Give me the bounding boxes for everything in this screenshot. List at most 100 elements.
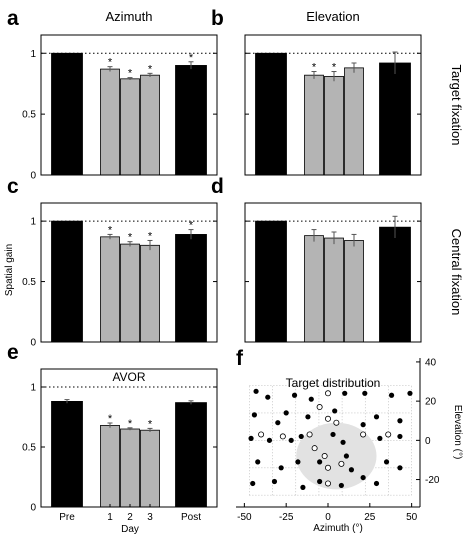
target-point-open — [311, 445, 318, 452]
significance-star: * — [108, 413, 113, 425]
y-tick-label: 0.5 — [22, 277, 36, 288]
y-tick-label: 0 — [30, 338, 36, 349]
target-point-filled — [338, 482, 344, 489]
bar — [304, 74, 324, 176]
target-point-open — [333, 419, 340, 426]
x-tick-label: 50 — [406, 512, 418, 523]
bar — [100, 68, 120, 176]
x-tick-label: 1 — [107, 512, 113, 523]
target-point-filled — [397, 465, 403, 471]
significance-star: * — [148, 418, 153, 430]
bar — [175, 65, 207, 176]
y-tick-label: 0 — [425, 436, 431, 447]
target-point-filled — [373, 414, 380, 420]
y-tick-label: 1 — [30, 217, 36, 228]
target-point-open — [360, 431, 367, 438]
bar — [51, 220, 83, 343]
y-tick-label: 0 — [30, 503, 36, 514]
panel-letter: a — [7, 7, 19, 30]
target-point-filled — [317, 459, 323, 465]
target-point-open — [324, 480, 331, 487]
panel-letter: b — [211, 7, 224, 30]
bar — [304, 235, 324, 343]
target-point-open — [324, 390, 331, 397]
target-point-filled — [348, 467, 355, 473]
target-point-filled — [397, 433, 403, 440]
significance-star: * — [128, 232, 133, 244]
row-title-target-fixation: Target fixation — [449, 65, 464, 146]
target-point-open — [385, 431, 392, 438]
target-point-open — [321, 453, 328, 460]
bar — [379, 226, 411, 343]
target-point-filled — [295, 459, 301, 465]
column-title-azimuth: Azimuth — [106, 9, 153, 24]
bar — [120, 78, 140, 176]
panel-frame — [244, 34, 422, 176]
bar — [255, 52, 287, 176]
bar — [51, 52, 83, 176]
target-point-open — [306, 431, 313, 438]
target-point-open — [316, 404, 323, 411]
target-point-filled — [250, 480, 256, 487]
x-axis-title: Day — [121, 524, 139, 535]
y-tick-label: 0 — [30, 171, 36, 182]
target-point-filled — [330, 431, 336, 438]
y-tick-label: 0.5 — [22, 110, 36, 121]
y-tick-label: 0.5 — [22, 443, 36, 454]
x-tick-label: -50 — [237, 512, 252, 523]
target-point-filled — [283, 410, 289, 416]
x-tick-label: 3 — [147, 512, 153, 523]
target-point-filled — [275, 420, 281, 426]
target-point-open — [324, 464, 331, 471]
y-tick-label: 40 — [425, 357, 437, 368]
target-point-filled — [253, 388, 259, 394]
target-point-filled — [291, 392, 298, 398]
target-point-filled — [407, 390, 413, 396]
panel-frame — [244, 202, 422, 343]
y-tick-label: 20 — [425, 397, 437, 408]
x-tick-label: Pre — [59, 512, 75, 523]
panel-letter: c — [7, 175, 19, 198]
target-point-open — [324, 415, 331, 422]
target-point-filled — [343, 453, 349, 459]
panel-title: Target distribution — [286, 376, 381, 390]
bar — [140, 74, 160, 176]
target-point-filled — [360, 474, 366, 481]
significance-star: * — [108, 57, 113, 69]
panel-letter: f — [236, 347, 244, 370]
target-point-filled — [266, 437, 273, 443]
significance-star: * — [128, 68, 133, 80]
bar — [344, 67, 364, 176]
central-region — [296, 422, 377, 490]
bar — [379, 62, 411, 176]
bar — [175, 402, 207, 508]
x-tick-label: 0 — [325, 512, 331, 523]
target-point-filled — [388, 392, 395, 398]
x-tick-label: 2 — [127, 512, 133, 523]
bar — [175, 234, 207, 343]
target-point-filled — [362, 390, 368, 396]
x-axis-title: Azimuth (°) — [313, 523, 363, 534]
significance-star: * — [189, 52, 194, 64]
row-title-central-fixation: Central fixation — [449, 229, 464, 316]
y-axis-title-elevation: Elevation (°) — [452, 405, 463, 460]
panel-frame — [40, 368, 218, 508]
bar — [120, 243, 140, 343]
bar — [100, 424, 120, 508]
bar — [51, 400, 83, 508]
panel-frame — [40, 202, 218, 343]
bar — [140, 429, 160, 508]
significance-star: * — [108, 224, 113, 236]
target-point-filled — [248, 435, 254, 441]
x-tick-label: -25 — [279, 512, 294, 523]
target-point-filled — [397, 418, 403, 424]
significance-star: * — [128, 418, 133, 430]
x-tick-label: 25 — [364, 512, 376, 523]
y-axis-title: Spatial gain — [4, 244, 15, 296]
panel-title: AVOR — [112, 370, 145, 384]
target-point-filled — [317, 478, 323, 485]
panel-letter: e — [7, 341, 19, 364]
target-point-filled — [360, 422, 366, 428]
y-tick-label: -20 — [425, 475, 440, 486]
